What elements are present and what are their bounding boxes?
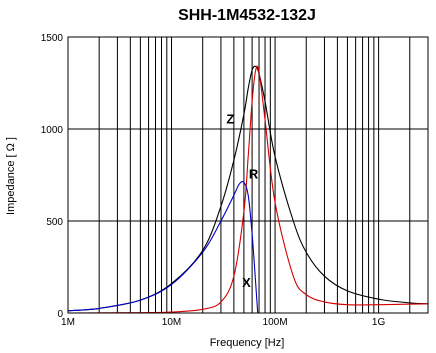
curve-label-z: Z [226,111,234,126]
series-layer [67,65,429,314]
tick-labels: 1M 10M 100M 1G 0 500 1000 1500 [41,33,386,328]
x-tick-label: 100M [263,317,288,328]
x-tick-label: 10M [162,317,181,328]
chart-title: SHH-1M4532-132J [178,7,316,24]
y-tick-label: 1500 [41,33,64,44]
x-axis-label: Frequency [Hz] [210,337,285,349]
series-line-r [67,65,429,314]
curve-labels: Z R X [226,111,258,290]
curve-label-x: X [242,275,251,290]
y-tick-label: 0 [57,309,63,320]
y-tick-label: 500 [46,217,63,228]
plot-frame [67,36,429,314]
x-tick-label: 1M [61,317,75,328]
y-axis-label: Impedance [ Ω ] [5,137,17,215]
series-line-z [67,65,429,312]
y-tick-label: 1000 [41,125,64,136]
series-line-x [67,181,259,314]
curve-label-r: R [249,167,259,182]
x-tick-label: 1G [372,317,386,328]
